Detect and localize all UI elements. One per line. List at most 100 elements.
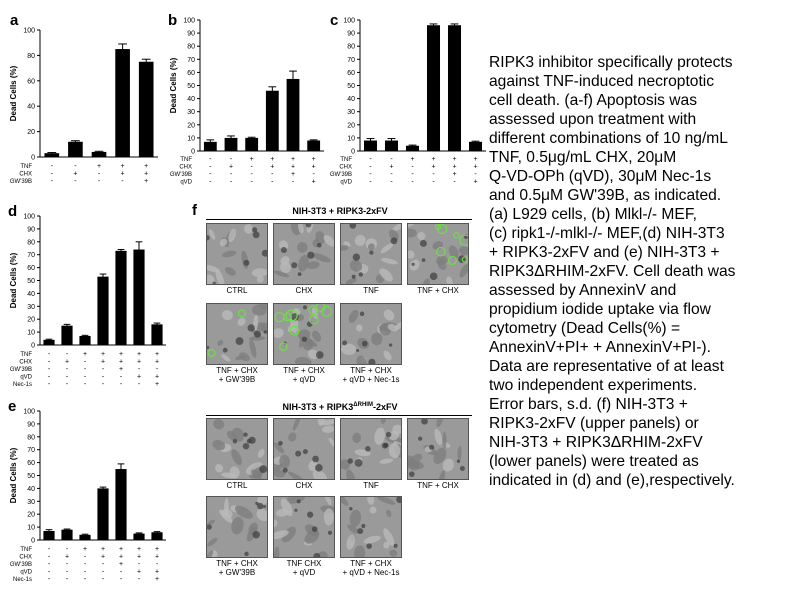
micrograph-caption-lower-3: TNF (336, 481, 406, 490)
micrograph-caption-lower-4: TNF + CHX (403, 481, 473, 490)
treatment-mark-c: + (410, 156, 414, 163)
treatment-mark-e: + (119, 554, 123, 561)
bar-d-4 (97, 276, 109, 345)
treatment-mark-d: + (155, 374, 159, 381)
treatment-mark-a: - (51, 171, 54, 178)
treatment-name-d: GW'39B (10, 367, 32, 373)
bar-b-6 (307, 140, 321, 151)
bar-chart-e: 0 10 20 30 40 50 60 70 80 90 100 Dead Cells (%) TNF -… (0, 0, 180, 590)
y-tick-label-b: 20 (187, 122, 195, 129)
cell-shape (349, 509, 362, 527)
treatment-mark-d: + (101, 359, 105, 366)
cell-nucleus (421, 258, 426, 262)
y-tick-label-d: 30 (27, 304, 35, 311)
micrograph-tile-upper-5 (206, 303, 268, 365)
cell-shape (363, 535, 381, 544)
y-tick-label-b: 30 (187, 109, 195, 116)
legend-line: TNF, 0.5μg/mL CHX, 20μM (489, 149, 677, 166)
cell-shape (346, 469, 356, 479)
y-tick-label-a: 40 (27, 104, 35, 111)
cell-nucleus (302, 449, 308, 455)
treatment-mark-e: - (48, 554, 51, 561)
treatment-mark-e: + (119, 546, 123, 553)
cell-nucleus (316, 242, 322, 248)
treatment-mark-a: - (98, 171, 101, 178)
legend-line: assessed upon treatment with (489, 111, 697, 128)
cell-nucleus (388, 343, 393, 347)
micrograph-caption-upper-1: CTRL (202, 286, 272, 295)
cell-nucleus (278, 440, 283, 446)
caption-line-2: + qVD (292, 375, 316, 384)
caption-line-1: CHX (295, 286, 313, 295)
treatment-mark-d: - (66, 374, 69, 381)
panel-label-e: e (8, 398, 17, 415)
cell-nucleus (327, 530, 333, 535)
cell-shape (417, 232, 426, 241)
cell-nucleus (393, 543, 398, 548)
y-tick-label-b: 10 (187, 135, 195, 142)
treatment-mark-b: - (230, 156, 233, 163)
y-tick-label-e: 70 (27, 447, 35, 454)
treatment-mark-e: - (84, 569, 87, 576)
treatment-mark-b: + (291, 171, 295, 178)
cell-shape (368, 243, 375, 251)
treatment-mark-d: - (84, 366, 87, 373)
panel-label-c: c (330, 12, 339, 29)
treatment-mark-a: - (51, 163, 54, 170)
treatment-mark-e: - (66, 546, 69, 553)
bar-c-2 (384, 140, 399, 151)
treatment-mark-b: + (270, 156, 274, 163)
treatment-mark-c: - (474, 171, 477, 178)
cell-shape (256, 322, 265, 332)
legend-line: Data are representative of at least (489, 358, 724, 375)
caption-line-1: TNF (363, 481, 379, 490)
caption-line-1: CTRL (226, 286, 248, 295)
cell-shape (356, 355, 367, 364)
cell-shape (348, 309, 359, 323)
cell-nucleus (366, 543, 372, 549)
treatment-mark-b: - (230, 171, 233, 178)
cell-nucleus (294, 508, 298, 512)
treatment-mark-a: - (51, 178, 54, 185)
y-tick-label-a: 60 (27, 78, 35, 85)
cell-nucleus (361, 340, 368, 347)
cell-shape (275, 508, 290, 517)
cell-shape (219, 509, 233, 523)
cell-shape (298, 254, 309, 272)
treatment-mark-a: + (144, 163, 148, 170)
treatment-mark-d: + (83, 351, 87, 358)
micrograph-caption-upper-2: CHX (269, 286, 339, 295)
y-tick-label-e: 80 (27, 434, 35, 441)
treatment-mark-d: + (119, 359, 123, 366)
cell-shape (288, 471, 306, 479)
treatment-mark-d: + (101, 351, 105, 358)
y-tick-label-e: 30 (27, 499, 35, 506)
y-tick-label-b: 60 (187, 70, 195, 77)
y-tick-label-b: 80 (187, 44, 195, 51)
treatment-mark-e: - (102, 561, 105, 568)
y-tick-label-d: 80 (27, 239, 35, 246)
treatment-mark-a: + (97, 163, 101, 170)
bar-chart-d: 0 10 20 30 40 50 60 70 80 90 100 Dead Cells (%) TNF -… (0, 0, 180, 395)
cell-shape (231, 516, 244, 535)
micrograph-tile-upper-6 (273, 303, 335, 365)
cell-shape (377, 497, 396, 505)
cell-shape (356, 324, 363, 332)
annexin-positive-cell (309, 314, 319, 325)
treatment-mark-e: - (120, 576, 123, 583)
cell-shape (251, 268, 267, 278)
cell-shape (207, 550, 214, 557)
treatment-mark-e: - (84, 554, 87, 561)
bar-chart-a: 0 20 40 60 80 100 Dead Cells (%) TNF - - + + + CHX - + -… (0, 0, 170, 200)
treatment-mark-d: - (84, 381, 87, 388)
micrograph-image (408, 419, 468, 479)
treatment-mark-d: + (65, 359, 69, 366)
cell-shape (207, 537, 218, 547)
treatment-mark-c: + (389, 164, 393, 171)
cell-shape (345, 278, 357, 284)
bar-e-5 (115, 469, 127, 540)
cell-nucleus (342, 340, 348, 346)
cell-shape (458, 246, 468, 256)
treatment-mark-a: - (74, 163, 77, 170)
treatment-name-d: qVD (20, 375, 32, 381)
